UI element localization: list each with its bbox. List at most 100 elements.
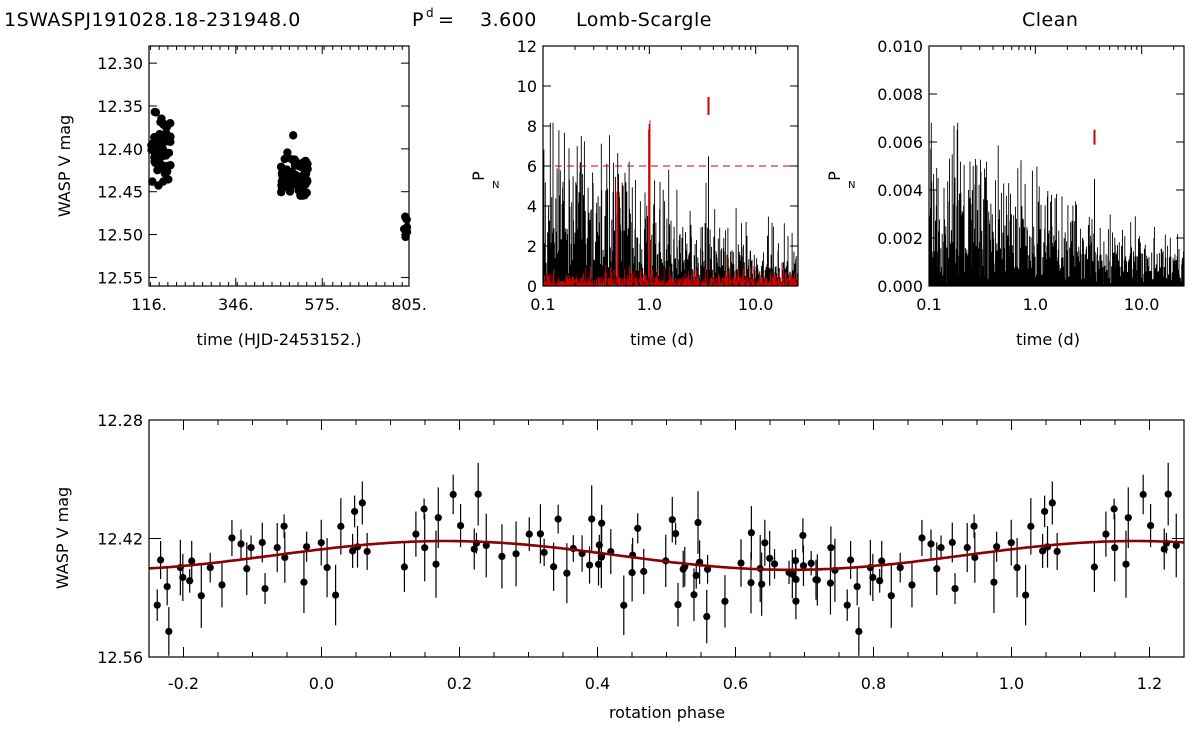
phase-point	[258, 538, 266, 547]
phase-point	[482, 541, 490, 550]
phase-frame	[148, 419, 1185, 658]
period-superscript: d	[426, 6, 434, 20]
phase-point	[280, 522, 288, 530]
lightcurve-xtick-label: 805.	[391, 295, 427, 314]
lightcurve-point	[150, 157, 159, 166]
phase-point	[827, 544, 835, 552]
lightcurve-ticks: 116. 346. 575. 805. 12.30 12.35 12.40 12.45 12.5…	[97, 46, 427, 314]
phase-point	[273, 543, 281, 552]
phase-point	[812, 576, 820, 584]
phase-point	[1090, 563, 1098, 571]
phase-point	[963, 543, 971, 552]
clean-spectrum	[928, 122, 1185, 286]
lightcurve-point	[301, 169, 311, 178]
lightcurve-point	[402, 227, 412, 237]
lightcurve-point	[154, 138, 164, 147]
phase-point	[550, 563, 558, 571]
phase-xlabel: rotation phase	[609, 703, 725, 722]
lightcurve-point	[297, 163, 306, 172]
phase-point	[337, 522, 345, 530]
lightcurve-ytick-label: 12.30	[97, 54, 143, 73]
lightcurve-point	[162, 167, 172, 176]
periodogram-ytick-label: 8	[527, 117, 537, 136]
periodogram-xtick-label: 10.0	[738, 295, 774, 314]
phase-point	[747, 579, 755, 587]
clean-ylabel: P	[825, 171, 844, 181]
phase-point	[157, 556, 165, 564]
phase-point	[400, 563, 408, 571]
phase-point	[1164, 490, 1172, 498]
lightcurve-points	[147, 107, 412, 242]
phase-point	[761, 539, 769, 547]
phase-point	[694, 518, 702, 527]
periodogram-ytick-label: 12	[517, 37, 537, 56]
phase-point	[179, 573, 187, 582]
phase-point	[869, 573, 877, 582]
phase-point	[792, 575, 800, 584]
phase-point	[668, 516, 676, 524]
clean-frame	[928, 45, 1185, 287]
phase-point	[228, 534, 236, 542]
phase-point	[594, 560, 603, 568]
periodogram-xtick-label: 0.1	[530, 295, 555, 314]
lightcurve-ytick-label: 12.40	[97, 140, 143, 159]
phase-point	[792, 597, 800, 605]
phase-point	[766, 554, 774, 562]
phase-point	[1007, 539, 1015, 547]
phase-point	[1102, 530, 1110, 538]
periodogram-xtick-label: 1.0	[1023, 295, 1048, 314]
phase-xtick-label: 0.2	[447, 674, 472, 693]
period-label: P	[412, 9, 424, 31]
phase-point	[703, 565, 712, 573]
lightcurve-xtick-label: 346.	[218, 295, 254, 314]
periodogram-ytick-label: 0.010	[877, 37, 923, 56]
phase-point	[1111, 544, 1119, 552]
phase-point	[690, 591, 698, 599]
phase-ticks: -0.2 0.0 0.2 0.4 0.6 0.8 1.0 1.2 12.28 12.42 12.56	[97, 411, 1185, 693]
lightcurve-xlabel: time (HJD-2453152.)	[197, 330, 362, 349]
phase-point	[1146, 521, 1155, 530]
phase-point	[634, 524, 642, 532]
phase-xtick-label: 0.6	[723, 674, 748, 693]
periodogram-ytick-label: 0.002	[877, 229, 923, 248]
periodogram-xtick-label: 1.0	[637, 295, 662, 314]
phase-point	[588, 515, 596, 523]
phase-point	[218, 581, 226, 589]
phase-point	[536, 530, 545, 538]
lightcurve-point	[148, 177, 157, 186]
phase-point	[990, 578, 998, 586]
phase-point	[971, 553, 979, 562]
phase-xtick-label: 0.4	[585, 674, 610, 693]
phase-point	[640, 567, 648, 576]
phase-point	[927, 540, 935, 548]
lightcurve-point	[298, 180, 308, 189]
phase-point	[951, 585, 959, 593]
phase-point	[1048, 499, 1056, 507]
phase-point	[1053, 547, 1061, 556]
phase-point	[197, 592, 205, 600]
periodogram-ytick-label: 6	[527, 157, 537, 176]
phase-point	[807, 559, 815, 567]
lightcurve-ytick-label: 12.45	[97, 183, 143, 202]
phase-point	[791, 556, 800, 565]
periodogram-ytick-label: 10	[517, 77, 537, 96]
phase-point	[855, 627, 863, 636]
lightcurve-point	[288, 172, 297, 181]
lightcurve-point	[166, 119, 175, 128]
phase-points	[153, 462, 1180, 656]
phase-point	[933, 565, 941, 573]
phase-point	[908, 581, 916, 589]
ls-ylabel-sub: N	[492, 180, 499, 191]
phase-point	[432, 560, 440, 568]
clean-title: Clean	[1022, 9, 1078, 31]
periodogram-ytick-label: 0.006	[877, 133, 923, 152]
phase-point	[1110, 505, 1118, 513]
clean-xlabel: time (d)	[1016, 330, 1080, 349]
lightcurve-xtick-label: 575.	[304, 295, 340, 314]
lightcurve-point	[147, 145, 156, 155]
phase-point	[1022, 591, 1030, 599]
lightcurve-point	[166, 137, 175, 146]
lightcurve-ytick-label: 12.50	[97, 226, 143, 245]
phase-point	[799, 531, 807, 540]
